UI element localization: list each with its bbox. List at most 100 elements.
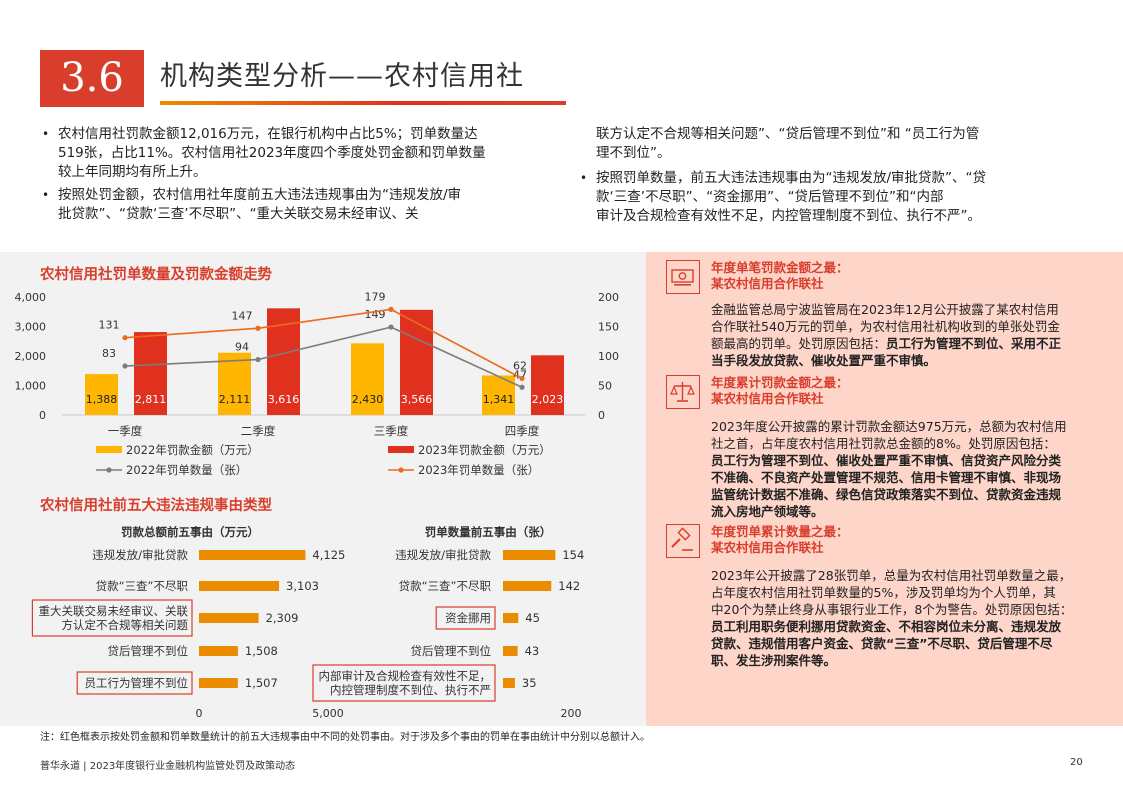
bullet-line: 审计及合规检查有效性不足，内控管理制度不到位、执行不严”。	[596, 208, 981, 224]
highlight-body: 2023年度公开披露的累计罚款金额达975万元，总额为农村信用 社之首，占年度农村…	[711, 418, 1111, 520]
highlight-body-line: 员工行为管理不到位、催收处置严重不审慎、信贷资产风险分类	[711, 452, 1111, 469]
category-label: 贷后管理不到位	[108, 644, 189, 658]
hbar-section-title: 农村信用社前五大违法违规事由类型	[40, 498, 272, 514]
legend-label: 2023年罚单数量（张）	[418, 463, 539, 477]
legend-label: 2023年罚款金额（万元）	[418, 443, 551, 457]
x-tick-label: 5,000	[312, 707, 344, 720]
highlight-heading-line: 某农村信用合作联社	[711, 391, 824, 406]
hbar-value-label: 45	[525, 611, 540, 625]
highlight-body: 2023年公开披露了28张罚单，总量为农村信用社罚单数量之最， 占年度农村信用社罚…	[711, 567, 1111, 669]
bullet-dot-icon: •	[42, 127, 50, 141]
category-label: 违规发放/审批贷款	[395, 548, 491, 562]
hbar-value-label: 142	[558, 579, 580, 593]
legend-marker	[106, 467, 112, 473]
y-left-tick-label: 1,000	[15, 380, 47, 393]
body-bold-text: 当手段发放贷款、催收处置严重不审慎。	[711, 353, 937, 368]
line-value-label: 179	[365, 290, 386, 303]
intro-left-bullet: • 农村信用社罚款金额12,016万元，在银行机构中占比5%；罚单数量达 519张，…	[40, 125, 570, 182]
y-left-tick-label: 2,000	[15, 350, 47, 363]
bullet-line: 较上年同期均有所上升。	[58, 164, 207, 180]
hbar-value-label: 1,508	[245, 644, 278, 658]
body-bold-text: 员工利用职务便利挪用贷款资金、不相容岗位未分离、违规发放	[711, 619, 1062, 634]
bullet-line: 款‘三查’不尽职”、“资金挪用”、“贷后管理不到位”和“内部	[596, 189, 944, 205]
bullet-line: 519张，占比11%。农村信用社2023年度四个季度处罚金额和罚单数量	[58, 145, 486, 161]
bar-2023	[531, 355, 564, 415]
line-point	[519, 375, 525, 382]
title-underline	[160, 101, 566, 105]
bar-value-label: 3,616	[268, 393, 300, 406]
body-text: 合作联社540万元的罚单，为农村信用社机构收到的单张处罚金	[711, 319, 1060, 334]
y-right-tick-label: 100	[598, 350, 619, 363]
body-bold-text: 职、发生涉刑案件等。	[711, 653, 837, 668]
highlight-body-line: 中20个为禁止终身从事银行业工作，8个为警告。处罚原因包括：	[711, 601, 1111, 618]
x-tick-label: 一季度	[108, 424, 143, 438]
highlight-body-line: 社之首，占年度农村信用社罚款总金额的8%。处罚原因包括：	[711, 435, 1111, 452]
hbar	[199, 613, 259, 623]
balance-scale-icon	[666, 375, 700, 409]
intro-right-bullet: • 按照罚单数量，前五大违法违规事由为“违规发放/审批贷款”、“贷 款‘三查’不尽职…	[578, 169, 1108, 226]
body-bold-text: 员工行为管理不到位、采用不正	[886, 336, 1062, 351]
highlight-body-line: 金融监管总局宁波监管局在2023年12月公开披露了某农村信用	[711, 301, 1111, 318]
bullet-line: 按照罚单数量，前五大违法违规事由为“违规发放/审批贷款”、“贷	[596, 170, 987, 186]
bullet-line: 农村信用社罚款金额12,016万元，在银行机构中占比5%；罚单数量达	[58, 126, 478, 142]
bar-2022	[218, 352, 251, 415]
hbar-value-label: 3,103	[286, 579, 319, 593]
category-label: 贷款“三查”不尽职	[96, 579, 189, 593]
bar-2022	[85, 374, 118, 415]
category-label: 资金挪用	[445, 611, 491, 625]
hbar	[199, 646, 238, 656]
body-bold-text: 员工行为管理不到位、催收处置严重不审慎、信贷资产风险分类	[711, 453, 1062, 468]
x-tick-label: 二季度	[241, 424, 276, 438]
amount-chart-title: 罚款总额前五事由（万元）	[121, 525, 259, 539]
highlight-body-line: 流入房地产领域等。	[711, 503, 1111, 520]
highlight-body: 金融监管总局宁波监管局在2023年12月公开披露了某农村信用 合作联社540万元的…	[711, 301, 1111, 369]
continuation-line: 联方认定不合规等相关问题”、“贷后管理不到位”和 “员工行为管	[596, 126, 980, 142]
bar-2023	[400, 309, 433, 415]
highlight-body-line: 不准确、不良资产处置管理不规范、信用卡管理不审慎、非现场	[711, 469, 1111, 486]
line-value-label: 62	[513, 359, 527, 372]
highlight-heading: 年度罚单累计数量之最： 某农村信用合作联社	[711, 524, 849, 556]
hbar-value-label: 43	[525, 644, 540, 658]
body-text: 社之首，占年度农村信用社罚款总金额的8%。处罚原因包括：	[711, 436, 1056, 451]
highlight-box	[312, 664, 496, 702]
bar-2022	[351, 343, 384, 415]
intro-left-bullet: • 按照处罚金额，农村信用社年度前五大违法违规事由为“违规发放/审 批贷款”、“贷款…	[40, 186, 570, 224]
hbar	[503, 581, 552, 591]
highlight-heading-line: 年度累计罚款金额之最：	[711, 375, 849, 390]
intro-left-list: • 农村信用社罚款金额12,016万元，在银行机构中占比5%；罚单数量达 519张，…	[40, 125, 570, 224]
continuation-line: 理不到位”。	[596, 145, 671, 161]
category-label: 内部审计及合规检查有效性不足，	[319, 669, 492, 683]
legend-label: 2022年罚款金额（万元）	[126, 443, 259, 457]
highlight-body-line: 2023年公开披露了28张罚单，总量为农村信用社罚单数量之最，	[711, 567, 1111, 584]
category-label: 方认定不合规等相关问题	[62, 618, 189, 632]
hbar	[503, 613, 519, 623]
charts-panel	[0, 252, 646, 726]
category-label: 贷后管理不到位	[411, 644, 492, 658]
hbar-value-label: 35	[522, 676, 537, 690]
bullet-line: 批贷款”、“贷款‘三查’不尽职”、“重大关联交易未经审议、关	[58, 206, 419, 222]
page-number: 20	[1070, 757, 1083, 768]
hbar	[503, 550, 556, 560]
y-right-tick-label: 200	[598, 291, 619, 304]
hbar	[199, 678, 238, 688]
y-left-tick-label: 3,000	[15, 321, 47, 334]
section-number: 3.6	[40, 50, 144, 107]
legend-label: 2022年罚单数量（张）	[126, 463, 247, 477]
x-tick-label: 三季度	[374, 424, 409, 438]
line-point	[122, 335, 128, 341]
category-label: 违规发放/审批贷款	[92, 548, 188, 562]
footer-text: 普华永道 | 2023年度银行业金融机构监管处罚及政策动态	[40, 761, 296, 772]
bar-value-label: 1,341	[483, 393, 515, 406]
line-value-label: 131	[99, 319, 120, 332]
intro-left: • 农村信用社罚款金额12,016万元，在银行机构中占比5%；罚单数量达 519张，…	[40, 125, 570, 228]
y-right-tick-label: 50	[598, 380, 612, 393]
category-label: 内控管理制度不到位、执行不严	[330, 683, 491, 697]
y-right-tick-label: 150	[598, 321, 619, 334]
highlight-body-line: 额最高的罚单。处罚原因包括：员工行为管理不到位、采用不正	[711, 335, 1111, 352]
bullet-dot-icon: •	[42, 188, 50, 202]
highlight-heading: 年度累计罚款金额之最： 某农村信用合作联社	[711, 375, 849, 407]
bar-value-label: 3,566	[401, 393, 433, 406]
top-reasons-charts: 罚款总额前五事由（万元） 违规发放/审批贷款 4,125 贷款“三查”不尽职 3,103…	[31, 525, 584, 720]
body-text: 中20个为禁止终身从事银行业工作，8个为警告。处罚原因包括：	[711, 602, 1073, 617]
highlight-body-line: 当手段发放贷款、催收处置严重不审慎。	[711, 352, 1111, 369]
